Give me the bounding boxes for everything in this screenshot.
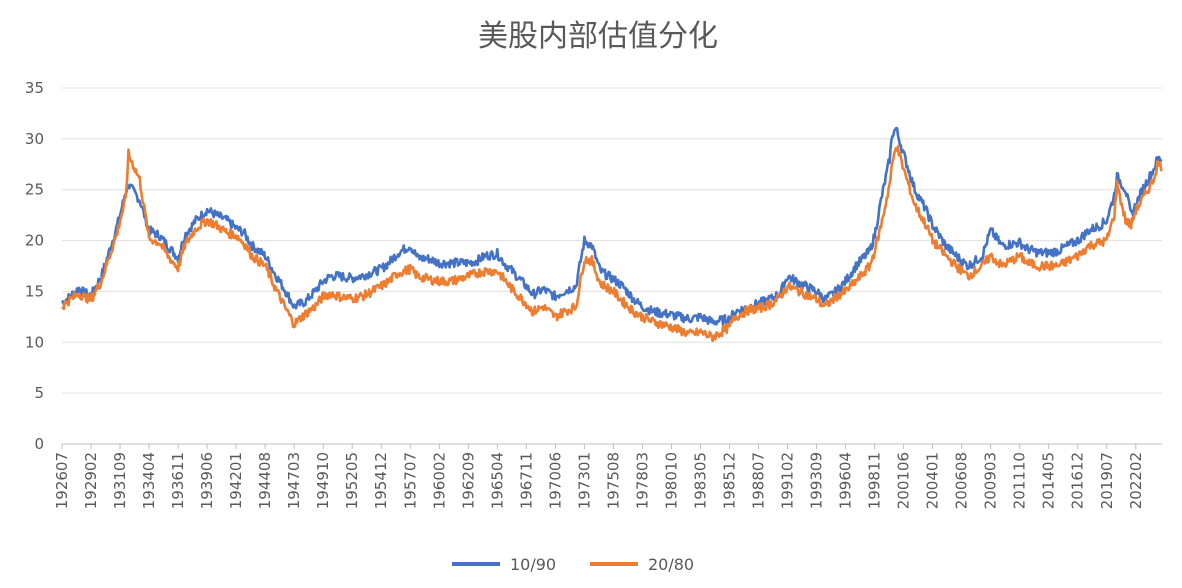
y-tick-label: 5 xyxy=(34,384,44,402)
x-tick-label: 194910 xyxy=(314,452,332,509)
x-tick-label: 197508 xyxy=(604,452,622,509)
x-tick-label: 195707 xyxy=(401,452,419,509)
x-tick-label: 194408 xyxy=(256,452,274,509)
x-tick-label: 193404 xyxy=(140,452,158,509)
x-tick-label: 201612 xyxy=(1069,452,1087,509)
y-tick-label: 35 xyxy=(25,79,44,97)
x-tick-label: 196002 xyxy=(430,452,448,509)
y-tick-label: 25 xyxy=(25,181,44,199)
x-tick-label: 192607 xyxy=(53,452,71,509)
x-tick-label: 200106 xyxy=(895,452,913,509)
x-tick-label: 196209 xyxy=(459,452,477,509)
x-tick-label: 193611 xyxy=(169,452,187,509)
x-tick-label: 195205 xyxy=(343,452,361,509)
x-tick-label: 196711 xyxy=(517,452,535,509)
y-axis: 0 5 10 15 20 25 30 35 xyxy=(25,79,44,453)
x-tick-label: 199102 xyxy=(779,452,797,509)
x-tick-label: 199811 xyxy=(866,452,884,509)
x-tick-label: 202202 xyxy=(1127,452,1145,509)
chart-title: 美股内部估值分化 xyxy=(478,19,718,54)
y-tick-label: 10 xyxy=(25,333,44,351)
x-tick-label: 196504 xyxy=(488,452,506,509)
x-tick-label: 198010 xyxy=(662,452,680,509)
x-tick-label: 192902 xyxy=(82,452,100,509)
y-tick-label: 15 xyxy=(25,282,44,300)
x-tick-label: 201907 xyxy=(1098,452,1116,509)
gridlines xyxy=(62,87,1162,445)
x-tick-label: 197301 xyxy=(575,452,593,509)
x-tick-label: 199604 xyxy=(837,452,855,509)
x-tick-label: 201110 xyxy=(1011,452,1029,509)
y-tick-label: 30 xyxy=(25,130,44,148)
series-line-20-80 xyxy=(61,145,1163,343)
x-tick-label: 198305 xyxy=(691,452,709,509)
y-tick-label: 20 xyxy=(25,232,44,250)
x-tick-label: 193906 xyxy=(198,452,216,509)
x-tick-label: 194703 xyxy=(285,452,303,509)
series-group xyxy=(60,126,1163,343)
legend: 10/90 20/80 xyxy=(452,555,694,574)
x-tick-label: 194201 xyxy=(227,452,245,509)
x-tick-label: 197006 xyxy=(546,452,564,509)
x-tick-label: 200401 xyxy=(924,452,942,509)
x-tick-label: 193109 xyxy=(111,452,129,509)
x-tick-label: 199309 xyxy=(808,452,826,509)
x-tick-label: 200608 xyxy=(953,452,971,509)
x-tick-label: 195412 xyxy=(372,452,390,509)
x-tick-label: 198512 xyxy=(720,452,738,509)
x-tick-label: 201405 xyxy=(1040,452,1058,509)
x-axis: 192607 192902 193109 193404 193611 193906 1942… xyxy=(53,444,1145,509)
y-tick-label: 0 xyxy=(34,435,44,453)
x-tick-label: 197803 xyxy=(633,452,651,509)
x-tick-label: 200903 xyxy=(982,452,1000,509)
series-line-10-90 xyxy=(60,126,1163,326)
legend-label-10-90: 10/90 xyxy=(510,555,556,574)
x-tick-label: 198807 xyxy=(750,452,768,509)
legend-label-20-80: 20/80 xyxy=(648,555,694,574)
